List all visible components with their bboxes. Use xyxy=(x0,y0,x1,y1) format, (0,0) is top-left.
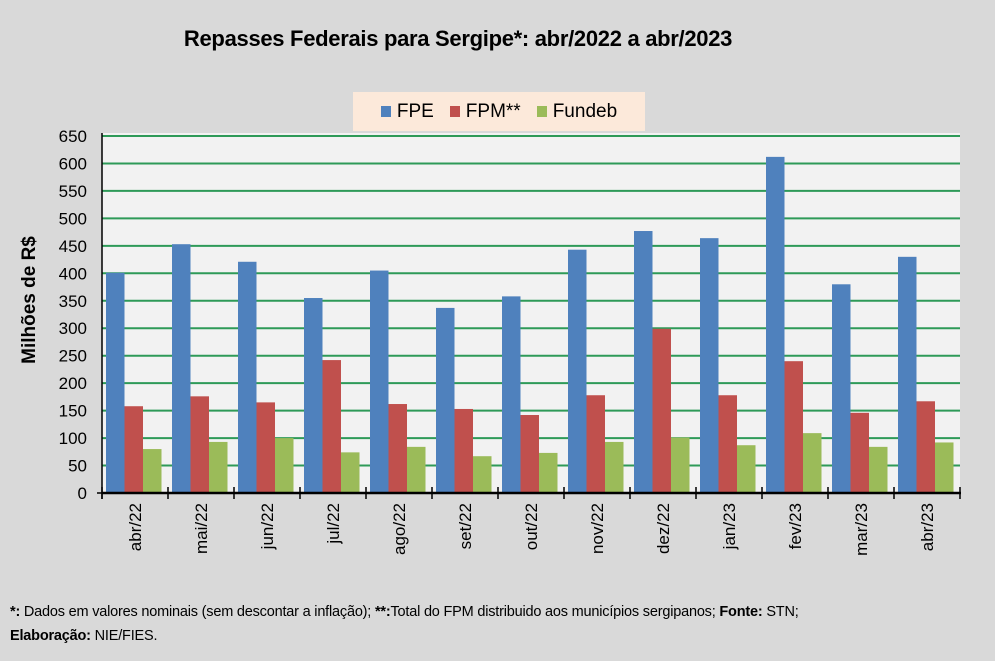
y-tick-label: 400 xyxy=(59,264,87,283)
footnote-segment: STN; xyxy=(762,604,799,620)
bar-fpe xyxy=(700,238,719,493)
bar-fpe xyxy=(766,156,785,493)
bar-fpe xyxy=(502,296,521,493)
bar-fpe xyxy=(832,284,851,493)
bar-fpe xyxy=(436,307,455,493)
footnote-segment: Elaboração: xyxy=(10,628,91,644)
legend-label-fpm: FPM** xyxy=(465,100,521,122)
legend-label-fpe: FPE xyxy=(396,100,434,122)
footnote-segment: Fonte: xyxy=(719,604,763,620)
y-tick-label: 350 xyxy=(59,292,87,311)
bar-fundeb xyxy=(605,441,624,493)
bar-fpe xyxy=(634,231,653,494)
footnote-segment: **: xyxy=(374,604,391,620)
x-tick-label: jul/22 xyxy=(324,503,343,545)
bar-fpm xyxy=(850,412,869,493)
legend-item-fpe: FPE xyxy=(380,100,434,123)
bar-fpe xyxy=(238,261,257,493)
x-tick-label: abr/23 xyxy=(918,503,937,551)
bar-fpe xyxy=(898,256,917,493)
bar-fundeb xyxy=(209,441,228,493)
bar-fundeb xyxy=(803,433,822,493)
bar-fpm xyxy=(190,396,209,493)
bar-fundeb xyxy=(935,442,954,493)
y-tick-label: 550 xyxy=(59,182,87,201)
footnote-line-1: *: Dados em valores nominais (sem descon… xyxy=(10,600,799,624)
y-tick-label: 500 xyxy=(59,209,87,228)
bar-fpm xyxy=(520,415,539,493)
x-tick-label: nov/22 xyxy=(588,503,607,554)
y-tick-label: 100 xyxy=(59,429,87,448)
footnote-segment: NIE/FIES. xyxy=(90,628,158,644)
bar-fundeb xyxy=(869,446,888,493)
legend-item-fundeb: Fundeb xyxy=(536,100,618,123)
legend: FPE FPM** Fundeb xyxy=(353,92,645,131)
x-tick-label: mai/22 xyxy=(192,503,211,554)
footnote-line-2: Elaboração: NIE/FIES. xyxy=(10,624,799,648)
x-tick-label: set/22 xyxy=(456,503,475,549)
footnote-segment: *: xyxy=(10,604,21,620)
bar-fpm xyxy=(916,401,935,493)
bar-fpm xyxy=(586,395,605,493)
bar-fpe xyxy=(172,244,191,493)
footnote-segment: Total do FPM distribuido aos municípios … xyxy=(390,604,720,620)
y-tick-label: 650 xyxy=(59,127,87,146)
bar-fpe xyxy=(568,249,587,493)
bar-fundeb xyxy=(671,437,690,493)
x-tick-label: jan/23 xyxy=(720,503,739,550)
legend-item-fpm: FPM** xyxy=(449,100,521,123)
bar-fpe xyxy=(370,270,389,493)
y-tick-label: 450 xyxy=(59,237,87,256)
legend-swatch-fpe xyxy=(380,106,391,117)
bar-fpm xyxy=(124,406,143,493)
y-tick-label: 50 xyxy=(68,457,87,476)
bar-fpm xyxy=(322,360,341,493)
legend-swatch-fundeb xyxy=(536,106,547,117)
x-tick-label: mar/23 xyxy=(852,503,871,556)
x-tick-label: abr/22 xyxy=(126,503,145,551)
y-tick-label: 200 xyxy=(59,374,87,393)
x-tick-label: fev/23 xyxy=(786,503,805,549)
x-tick-label: out/22 xyxy=(522,503,541,550)
y-tick-label: 0 xyxy=(78,484,87,503)
bar-fundeb xyxy=(143,449,162,493)
bar-fpe xyxy=(106,272,125,493)
legend-label-fundeb: Fundeb xyxy=(552,100,618,122)
x-tick-label: jun/22 xyxy=(258,503,277,550)
bar-fundeb xyxy=(473,456,492,493)
bar-fundeb xyxy=(539,452,558,493)
bar-fpm xyxy=(718,395,737,493)
x-tick-label: ago/22 xyxy=(390,503,409,555)
footnote-segment: Dados em valores nominais (sem descontar… xyxy=(20,604,375,620)
x-tick-label: dez/22 xyxy=(654,503,673,554)
bar-fundeb xyxy=(737,445,756,493)
y-tick-label: 150 xyxy=(59,402,87,421)
y-tick-label: 600 xyxy=(59,154,87,173)
bar-fundeb xyxy=(407,446,426,493)
bar-fpm xyxy=(652,328,671,493)
bar-fpm xyxy=(388,404,407,493)
bar-fpe xyxy=(304,298,323,493)
chart-title: Repasses Federais para Sergipe*: abr/202… xyxy=(183,26,733,51)
y-tick-label: 300 xyxy=(59,319,87,338)
bar-fpm xyxy=(784,361,803,493)
y-tick-label: 250 xyxy=(59,347,87,366)
bar-fundeb xyxy=(341,452,360,493)
bar-fpm xyxy=(256,402,275,493)
bar-fundeb xyxy=(275,438,294,493)
legend-swatch-fpm xyxy=(449,106,460,117)
bar-fpm xyxy=(454,408,473,493)
footnote: *: Dados em valores nominais (sem descon… xyxy=(10,600,799,648)
